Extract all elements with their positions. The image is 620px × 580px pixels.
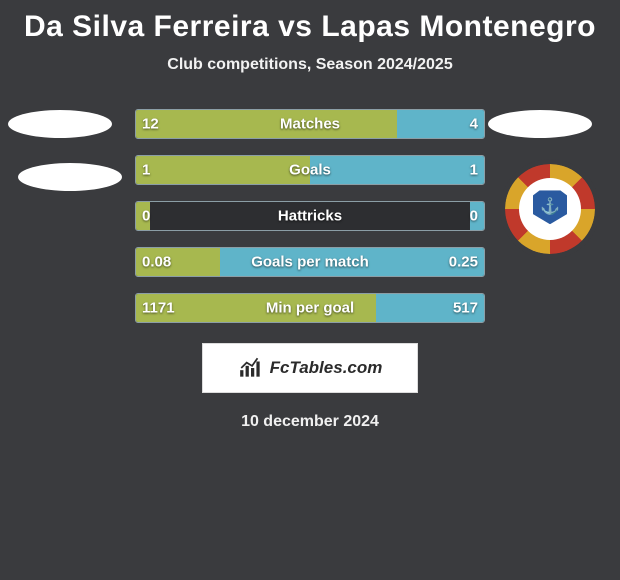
brand-text: FcTables.com — [270, 358, 383, 378]
metric-label: Goals per match — [136, 254, 484, 271]
player-right-placeholder-0 — [488, 110, 592, 138]
bar-track: 0.080.25Goals per match — [135, 247, 485, 277]
metric-label: Min per goal — [136, 300, 484, 317]
bar-track: 124Matches — [135, 109, 485, 139]
comparison-chart: 124Matches 11Goals 00Hattricks 0.080.25Goal… — [0, 109, 620, 323]
bar-track: 11Goals — [135, 155, 485, 185]
stat-row: 1171517Min per goal — [0, 293, 620, 323]
player-left-placeholder-1 — [18, 163, 122, 191]
club-badge-icon: ⚓ — [505, 164, 595, 254]
bar-track: 00Hattricks — [135, 201, 485, 231]
subtitle: Club competitions, Season 2024/2025 — [0, 56, 620, 74]
date-text: 10 december 2024 — [0, 413, 620, 431]
stat-row: 0.080.25Goals per match — [0, 247, 620, 277]
brand-chart-icon — [238, 357, 264, 379]
bar-track: 1171517Min per goal — [135, 293, 485, 323]
metric-label: Matches — [136, 116, 484, 133]
player-left-placeholder-0 — [8, 110, 112, 138]
page-title: Da Silva Ferreira vs Lapas Montenegro — [0, 0, 620, 44]
metric-label: Goals — [136, 162, 484, 179]
metric-label: Hattricks — [136, 208, 484, 225]
brand-box[interactable]: FcTables.com — [202, 343, 418, 393]
